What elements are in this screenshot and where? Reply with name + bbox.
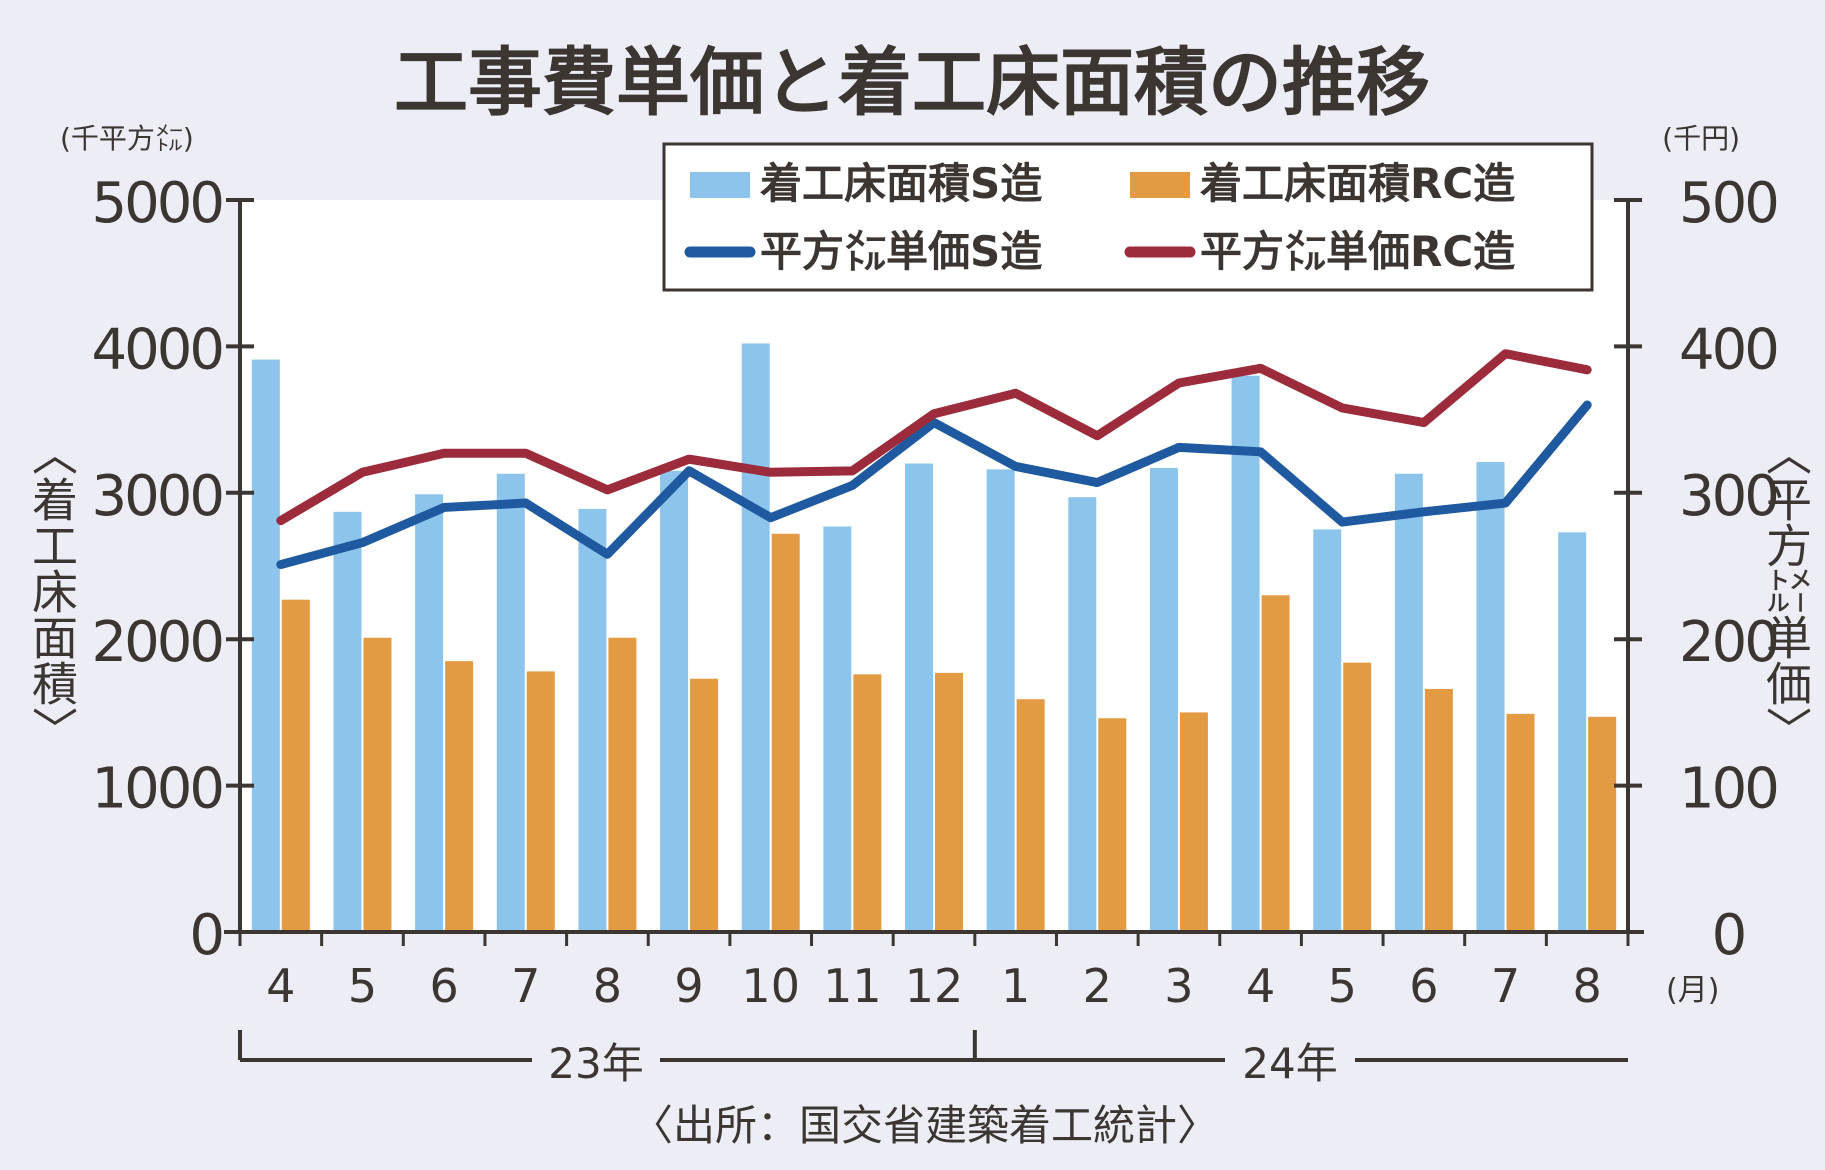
bar-s-6-14 [1394,473,1423,932]
y-tick-label-right-0: 0 [1712,903,1745,968]
bar-rc-8-4 [608,637,637,932]
x-tick-label-10-6: 10 [741,959,800,1013]
x-tick-label-3-11: 3 [1164,959,1193,1013]
year-label-24: 24年 [1242,1039,1337,1088]
x-tick-label-9-5: 9 [674,959,703,1013]
bar-s-7-3 [496,473,525,932]
bar-rc-11-7 [853,674,882,932]
bar-s-7-15 [1476,462,1505,932]
x-tick-label-4-0: 4 [266,959,295,1013]
y-tick-label-right-200: 200 [1679,610,1777,675]
bar-s-9-5 [660,470,689,932]
bar-s-12-8 [905,463,933,932]
x-tick-label-6-14: 6 [1409,959,1438,1013]
bar-rc-1-9 [1016,699,1045,932]
year-label-23: 23年 [548,1039,643,1088]
x-tick-label-7-15: 7 [1491,959,1520,1013]
bar-s-2-10 [1068,497,1097,932]
bar-s-8-16 [1558,532,1587,932]
y-tick-label-left-2000: 2000 [91,610,222,675]
legend-label-bar-rc: 着工床面積RC造 [1200,159,1515,208]
y-tick-label-left-4000: 4000 [91,317,222,382]
line-s [276,400,1592,570]
x-tick-label-2-10: 2 [1083,959,1112,1013]
bar-rc-7-3 [526,671,555,932]
bar-s-10-6 [741,343,770,932]
bar-rc-7-15 [1506,713,1535,932]
bar-s-5-1 [333,511,362,932]
y-tick-label-left-3000: 3000 [91,464,222,529]
y-tick-label-right-400: 400 [1679,317,1777,382]
bar-s-5-13 [1313,529,1342,932]
y-tick-label-left-0: 0 [189,903,222,968]
source-note: 〈出所：国交省建築着工統計〉 [631,1101,1219,1150]
bar-rc-10-6 [771,533,800,932]
y-unit-right: (千円) [1662,122,1740,155]
bar-rc-4-12 [1261,595,1290,932]
x-tick-label-12-8: 12 [905,959,964,1013]
x-tick-label-11-7: 11 [823,959,882,1013]
bar-s-4-12 [1231,375,1260,932]
y-tick-label-right-300: 300 [1679,464,1777,529]
line-rc [276,349,1592,526]
bar-s-6-2 [415,494,444,932]
bar-s-3-11 [1149,467,1178,932]
y-tick-label-right-500: 500 [1679,171,1777,236]
x-tick-label-1-9: 1 [1001,959,1030,1013]
bar-rc-8-16 [1588,716,1617,932]
x-tick-label-5-13: 5 [1328,959,1357,1013]
x-tick-label-7-3: 7 [511,959,540,1013]
legend-label-bar-s: 着工床面積S造 [760,159,1042,208]
bar-rc-3-11 [1179,712,1208,932]
bar-s-11-7 [823,526,852,932]
y-axis-title-right: 〈平方㍍単価〉 [1759,430,1813,752]
bar-rc-2-10 [1098,718,1127,932]
bar-s-4-0 [251,359,280,932]
bar-rc-5-13 [1343,662,1372,932]
y-tick-label-left-1000: 1000 [91,757,222,822]
bar-rc-12-8 [935,672,963,932]
y-tick-label-left-5000: 5000 [91,171,222,236]
y-unit-left: (千平方㍍) [60,122,194,155]
bar-rc-6-2 [445,661,474,932]
x-tick-label-8-4: 8 [593,959,622,1013]
x-tick-label-4-12: 4 [1246,959,1275,1013]
bar-rc-5-1 [363,637,392,932]
x-tick-label-5-1: 5 [348,959,377,1013]
chart-title: 工事費単価と着工床面積の推移 [394,40,1430,126]
x-tick-label-6-2: 6 [429,959,458,1013]
legend-label-line-s: 平方㍍単価S造 [760,227,1042,276]
legend-box [662,142,1594,292]
y-tick-label-right-100: 100 [1679,757,1777,822]
x-unit: (月) [1666,973,1719,1008]
legend-label-line-rc: 平方㍍単価RC造 [1200,227,1515,276]
legend-swatch-bar-s [690,172,750,198]
bar-rc-4-0 [281,599,310,932]
x-tick-label-8-16: 8 [1573,959,1602,1013]
bar-rc-6-14 [1424,688,1453,932]
legend-swatch-bar-rc [1130,172,1190,198]
bar-s-1-9 [986,469,1015,932]
bar-rc-9-5 [690,678,719,932]
y-axis-title-left: 〈着工床面積〉 [25,430,79,752]
bar-s-8-4 [578,508,607,932]
